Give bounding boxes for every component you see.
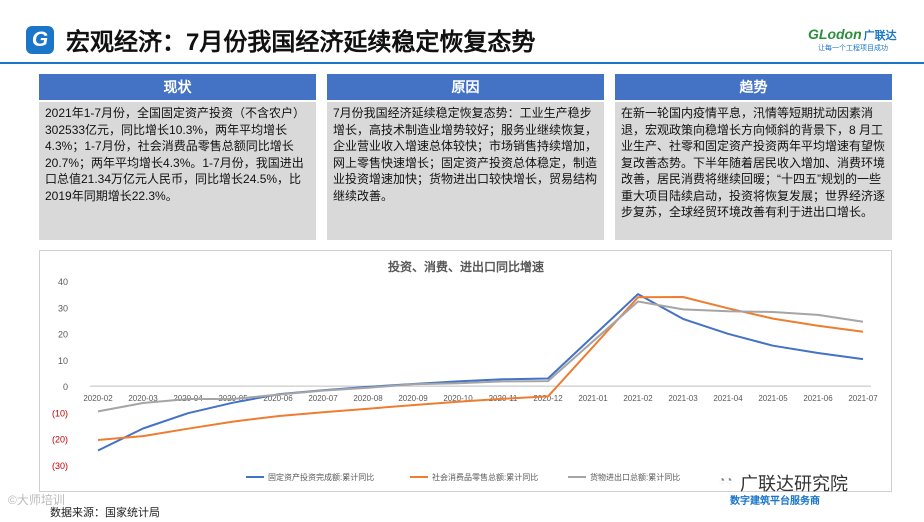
trend-heading: 趋势 [615, 74, 892, 100]
page-title: 宏观经济：7月份我国经济延续稳定恢复态势 [66, 29, 536, 56]
x-tick-label: 2020-03 [128, 394, 158, 403]
growth-chart: 投资、消费、进出口同比增速 (30) (20) (10) 0 10 20 30 40 2020-0… [39, 250, 892, 492]
brand-name-cn: 广联达 [863, 30, 897, 42]
status-column: 现状 2021年1-7月份，全国固定资产投资（不含农户） 302533亿元，同比… [39, 74, 316, 240]
series-line-1 [97, 296, 864, 441]
brand-name: GLodon 广联达 [808, 26, 897, 43]
glodon-logo-icon: G [26, 26, 54, 54]
wechat-icon: ◔◔ [718, 473, 733, 487]
y-tick-label: 40 [58, 277, 68, 287]
status-text: 2021年1-7月份，全国固定资产投资（不含农户） 302533亿元，同比增长1… [39, 102, 316, 240]
wechat-badge: ◔◔ 广联达研究院 数字建筑平台服务商 [718, 470, 922, 510]
chart-title: 投资、消费、进出口同比增速 [388, 259, 544, 274]
brand-logo: GLodon 广联达 让每一个工程项目成功 [808, 26, 920, 56]
x-tick-label: 2021-01 [578, 394, 608, 403]
header-divider [0, 62, 924, 64]
x-tick-label: 2020-06 [263, 394, 293, 403]
brand-name-en: GLodon [808, 26, 862, 42]
logo-letter: G [31, 28, 49, 51]
y-tick-label: 10 [58, 356, 68, 366]
x-tick-label: 2021-06 [803, 394, 833, 403]
reason-column: 原因 7月份我国经济延续稳定恢复态势：工业生产稳步增长，高技术制造业增势较好；服… [327, 74, 604, 240]
y-tick-label: (20) [52, 435, 68, 445]
legend-label-2: 货物进出口总额:累计同比 [590, 472, 680, 482]
legend-label-0: 固定资产投资完成额:累计同比 [268, 472, 374, 482]
y-tick-label: 0 [63, 382, 68, 392]
x-tick-label: 2020-12 [533, 394, 563, 403]
header: G 宏观经济：7月份我国经济延续稳定恢复态势 GLodon 广联达 让每一个工程项… [0, 0, 924, 64]
x-tick-label: 2021-04 [713, 394, 743, 403]
trend-text: 在新一轮国内疫情平息，汛情等短期扰动因素消退，宏观政策向稳增长方向倾斜的背景下，… [615, 102, 892, 240]
data-source: 数据来源：国家统计局 [50, 507, 160, 519]
reason-text: 7月份我国经济延续稳定恢复态势：工业生产稳步增长，高技术制造业增势较好；服务业继… [327, 102, 604, 240]
x-tick-label: 2020-02 [83, 394, 113, 403]
chart-canvas: 投资、消费、进出口同比增速 (30) (20) (10) 0 10 20 30 40 2020-0… [52, 259, 878, 482]
wechat-subtitle: 数字建筑平台服务商 [730, 496, 820, 507]
x-tick-label: 2020-10 [443, 394, 473, 403]
trend-column: 趋势 在新一轮国内疫情平息，汛情等短期扰动因素消退，宏观政策向稳增长方向倾斜的背… [615, 74, 892, 240]
status-heading: 现状 [39, 74, 316, 100]
reason-heading: 原因 [327, 74, 604, 100]
x-tick-label: 2021-07 [848, 394, 878, 403]
series-line-0 [97, 293, 864, 452]
wechat-name: 广联达研究院 [740, 474, 848, 494]
x-tick-label: 2020-09 [398, 394, 428, 403]
y-tick-label: 30 [58, 303, 68, 313]
y-tick-label: (10) [52, 408, 68, 418]
x-tick-label: 2020-08 [353, 394, 383, 403]
series-line-2 [97, 300, 864, 413]
y-tick-label: 20 [58, 330, 68, 340]
x-tick-label: 2021-02 [623, 394, 653, 403]
x-tick-label: 2021-03 [668, 394, 698, 403]
y-tick-label: (30) [52, 461, 68, 471]
watermark: ©大师培训 [8, 493, 65, 507]
legend-label-1: 社会消费品零售总额:累计同比 [432, 472, 538, 482]
x-tick-label: 2020-07 [308, 394, 338, 403]
brand-slogan: 让每一个工程项目成功 [818, 45, 888, 52]
x-tick-label: 2021-05 [758, 394, 788, 403]
